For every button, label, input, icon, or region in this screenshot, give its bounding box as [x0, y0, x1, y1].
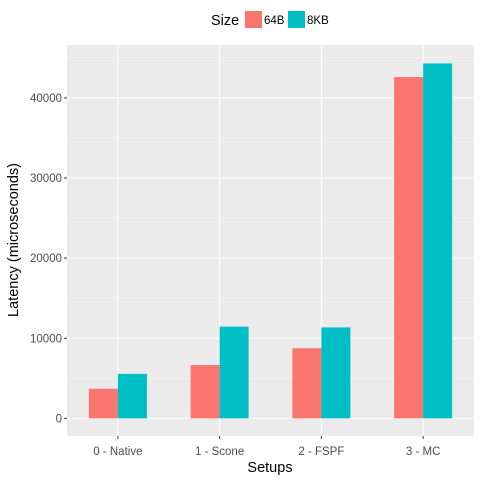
legend-key-8kb	[288, 11, 305, 28]
y-tick-label: 20000	[30, 253, 62, 265]
bar-64b-0	[88, 388, 118, 419]
x-tick-label: 1 - Scone	[195, 446, 244, 458]
legend-key-64b	[245, 11, 262, 28]
bars	[88, 63, 453, 419]
y-tick-label: 30000	[30, 173, 62, 185]
y-tick-label: 0	[56, 413, 62, 425]
x-tick-label: 3 - MC	[406, 446, 441, 458]
bar-64b-2	[292, 348, 322, 419]
bar-64b-3	[394, 77, 424, 419]
legend-label-64b: 64B	[264, 15, 285, 27]
bar-64b-1	[190, 365, 220, 419]
x-axis: 0 - Native 1 - Scone 2 - FSPF 3 - MC	[93, 436, 440, 458]
bar-8kb-2	[321, 327, 351, 419]
legend-title: Size	[211, 13, 239, 29]
bar-8kb-3	[423, 63, 453, 419]
y-tick-label: 40000	[30, 93, 62, 105]
y-axis-title: Latency (microseconds)	[6, 163, 22, 317]
x-tick-label: 2 - FSPF	[298, 446, 344, 458]
bar-8kb-0	[117, 373, 147, 419]
bar-8kb-1	[219, 326, 249, 419]
y-tick-label: 10000	[30, 333, 62, 345]
y-axis: 0 10000 20000 30000 40000	[30, 93, 67, 425]
x-tick-label: 0 - Native	[93, 446, 142, 458]
x-axis-title: Setups	[247, 460, 292, 476]
legend-label-8kb: 8KB	[307, 15, 329, 27]
legend: Size 64B 8KB	[211, 11, 329, 29]
